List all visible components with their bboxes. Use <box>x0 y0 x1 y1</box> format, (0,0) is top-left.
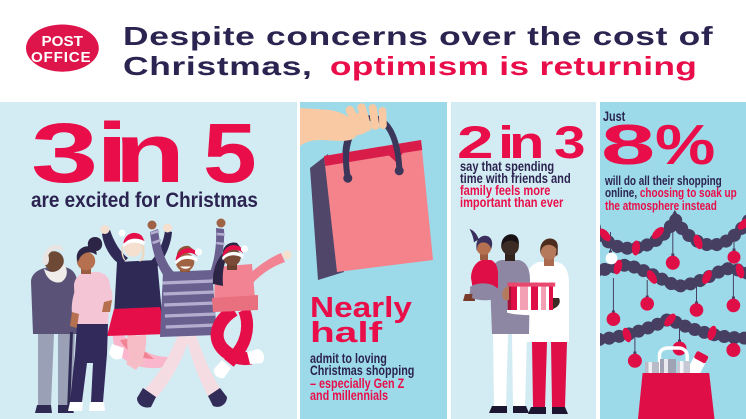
svg-text:POST: POST <box>42 33 84 50</box>
svg-text:OFFICE: OFFICE <box>31 49 92 66</box>
